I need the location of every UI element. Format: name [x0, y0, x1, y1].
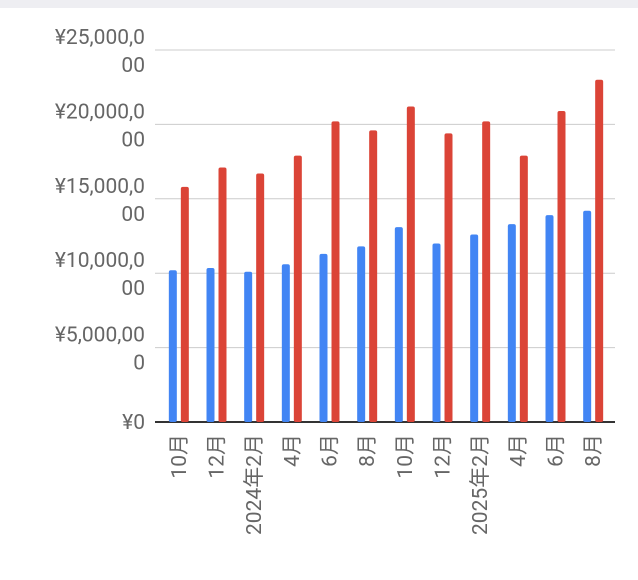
x-tick-label: 8月 [356, 434, 380, 467]
x-tick-label: 6月 [319, 434, 343, 467]
bar [394, 227, 403, 422]
bar [331, 121, 340, 422]
bar [369, 130, 378, 423]
bar [180, 186, 189, 422]
x-tick-label: 10月 [168, 434, 192, 479]
bar [583, 210, 592, 422]
bar [206, 267, 215, 422]
x-tick-label: 2024年2月 [243, 434, 267, 535]
bar [507, 224, 516, 422]
y-tick-label: ¥20,000,0 00 [55, 100, 145, 152]
bar [432, 243, 441, 422]
bar [293, 155, 302, 422]
bar [595, 79, 604, 422]
top-bar [0, 0, 638, 8]
bar [557, 111, 566, 423]
bar [281, 264, 290, 422]
bar [545, 215, 554, 422]
bar [470, 234, 479, 422]
x-tick-label: 12月 [206, 434, 230, 479]
y-tick-label: ¥25,000,0 00 [55, 26, 145, 78]
y-tick-label: ¥5,000,00 0 [55, 324, 145, 376]
x-tick-label: 6月 [545, 434, 569, 467]
bar [519, 155, 528, 422]
y-tick-label: ¥0 [122, 411, 145, 435]
y-tick-label: ¥10,000,0 00 [55, 249, 145, 301]
y-tick-label: ¥15,000,0 00 [55, 175, 145, 227]
bar [482, 121, 491, 422]
x-tick-label: 2025年2月 [469, 434, 493, 535]
bar [357, 246, 366, 422]
x-tick-label: 10月 [394, 434, 418, 479]
bar [406, 106, 415, 422]
x-tick-label: 4月 [281, 434, 305, 467]
x-tick-label: 12月 [432, 434, 456, 479]
bar [444, 133, 453, 422]
bar [218, 167, 227, 422]
x-tick-label: 4月 [507, 434, 531, 467]
bar [319, 253, 328, 422]
bar [168, 270, 177, 422]
bar [244, 271, 253, 422]
bar [256, 173, 265, 422]
x-tick-label: 8月 [582, 434, 606, 467]
